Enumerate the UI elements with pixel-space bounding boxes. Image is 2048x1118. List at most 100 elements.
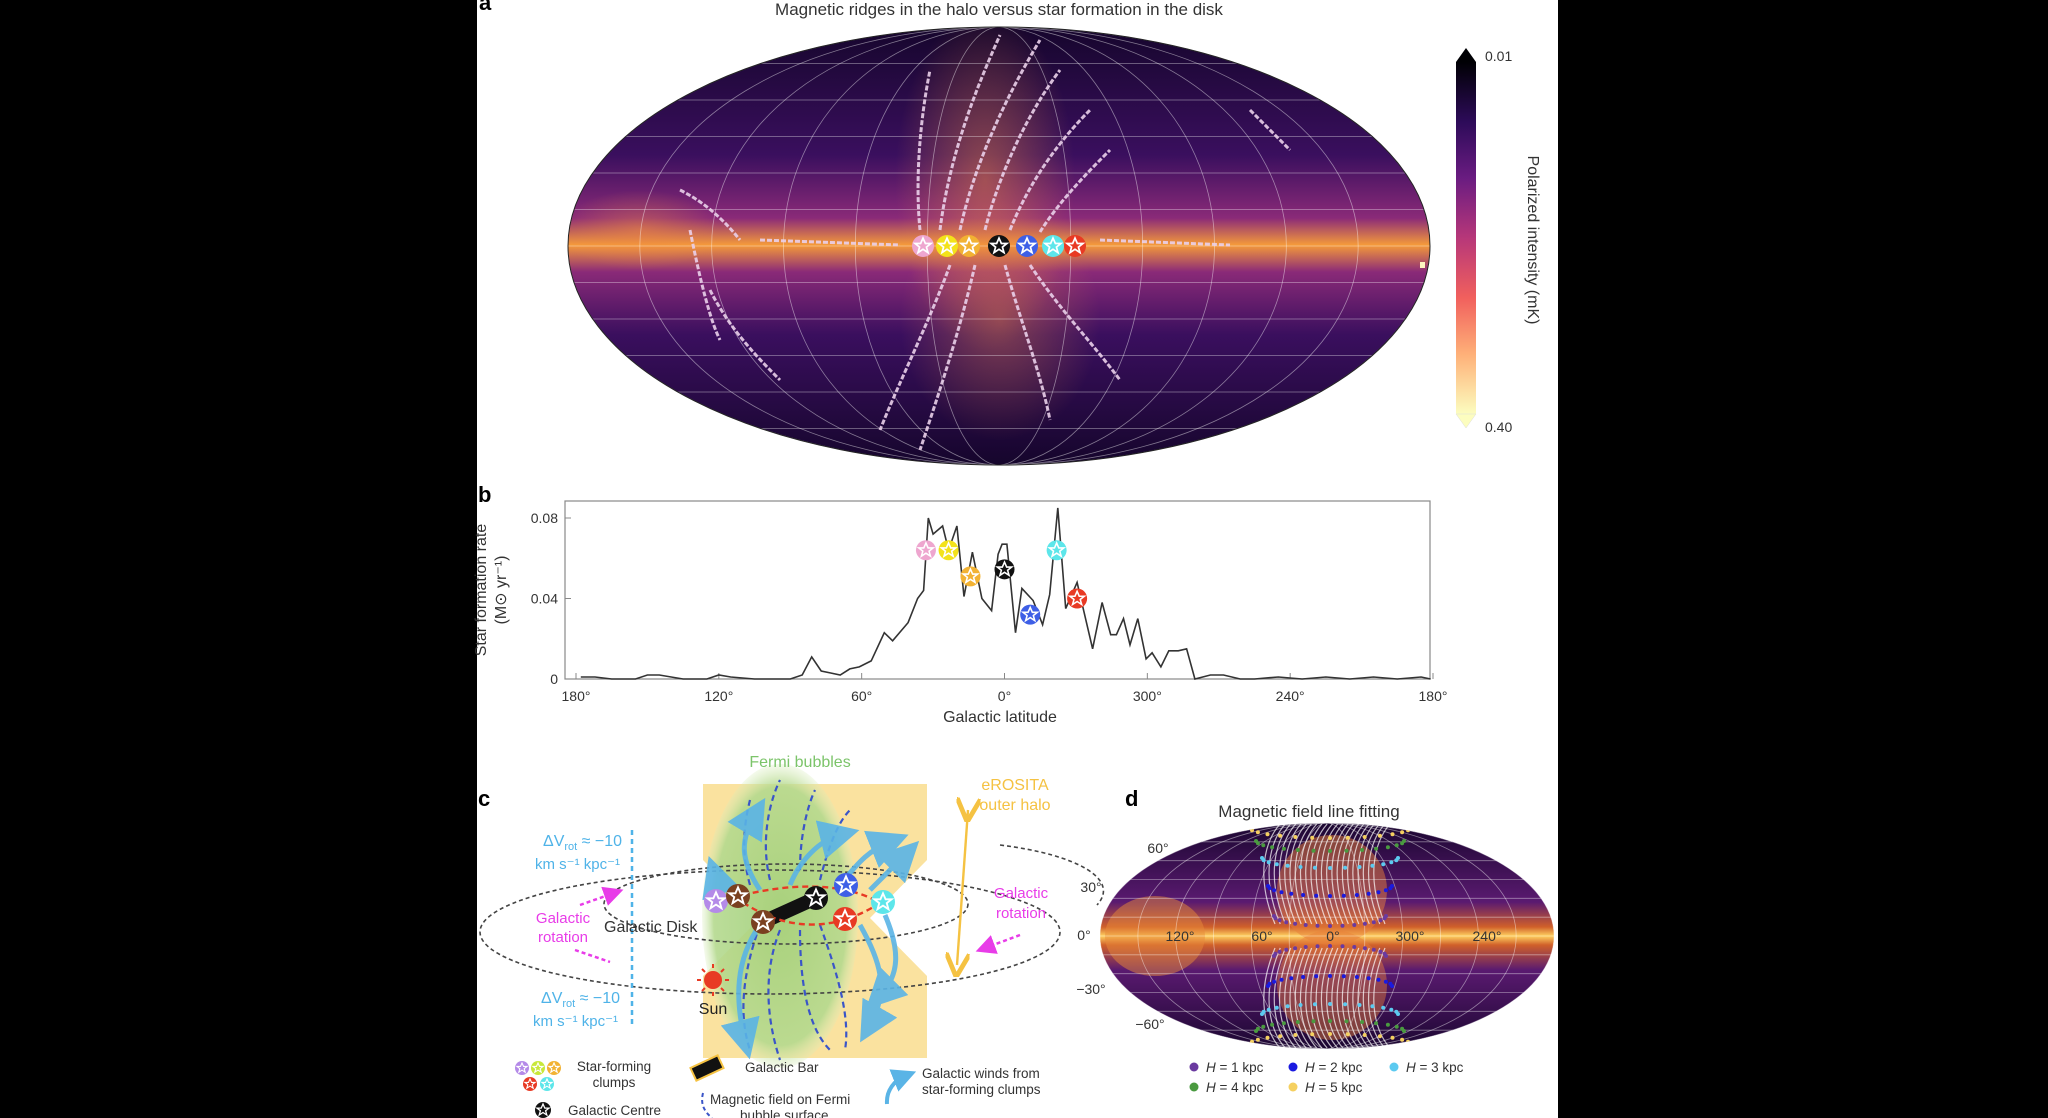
field-line [1373,823,1391,925]
field-point [1400,1037,1405,1042]
legend-item: H = 2 kpc [1288,1060,1363,1075]
field-line [1294,823,1312,925]
field-point [1266,1007,1271,1012]
erosita-label-line2: outer halo [979,797,1050,814]
legend-clumps-line2: clumps [593,1075,636,1090]
lon-label-60: 60° [1251,928,1272,944]
field-line [1289,947,1307,1049]
y-tick-label: 0 [550,671,558,687]
field-point [1377,1034,1382,1039]
panel-d-title: Magnetic field line fitting [1218,802,1399,821]
field-point [1281,1021,1286,1026]
field-point [1396,1012,1400,1016]
field-point [1293,835,1298,839]
field-line [1368,947,1386,1049]
field-point [1272,979,1277,984]
field-line [1347,947,1365,1049]
field-point [1277,918,1282,923]
legend-clumps-icon [515,1061,561,1091]
field-point [1281,846,1286,851]
field-point [1285,1004,1290,1009]
panel-c: c Fermi bubbles ΔVrot ≈ −10 km s⁻¹ kpc⁻¹… [478,754,1105,1118]
x-tick-label: 180° [1419,688,1448,704]
field-point [1385,845,1390,850]
field-line [1294,947,1312,1049]
x-tick-label: 0° [998,688,1011,704]
y-axis-unit: (M⊙ yr⁻¹) [493,556,510,625]
field-point [1272,888,1277,893]
legend-item: H = 4 kpc [1189,1080,1264,1095]
field-point [1345,1032,1350,1037]
meridian-line [639,27,1359,465]
field-point [1301,893,1306,897]
meridian-line [1288,823,1366,1049]
legend-clump [540,1077,554,1091]
field-point [1389,1007,1394,1012]
field-point [1273,951,1278,956]
field-point [1354,893,1359,897]
dv-bottom-label: ΔVrot ≈ −10 [541,990,620,1010]
field-line [1357,947,1375,1049]
field-point [1394,1024,1399,1029]
field-point [1390,884,1394,888]
field-line [1341,823,1360,925]
magnetic-field-lines [742,779,851,1061]
field-line [1310,947,1328,1049]
field-line [1273,823,1291,925]
field-point [1270,845,1275,850]
field-point [1266,860,1271,865]
rotation-left-line2: rotation [538,929,588,946]
rotation-arrow-right [975,933,1021,954]
legend-galactic-bar: Galactic Bar [745,1060,819,1075]
field-line [1305,823,1323,925]
field-point [1328,866,1332,870]
sfr-clump-marker [1067,588,1088,609]
legend-label: H = 2 kpc [1305,1060,1363,1075]
field-point [1390,832,1395,837]
field-point [1328,944,1332,948]
field-line [1362,823,1380,925]
field-point [1370,863,1375,868]
legend-label: H = 1 kpc [1206,1060,1264,1075]
lon-label-0: 0° [1326,928,1339,944]
legend-dot-icon [1389,1062,1399,1072]
legend-clump [523,1077,537,1091]
field-line [1373,947,1391,1049]
meridian-line [1175,823,1479,1049]
field-line [1273,947,1291,1049]
panel-b: b 180° 120° 60° 0° 300° 240° 180°00.040.08 Sta… [473,482,1447,726]
sfr-clump-marker [1020,604,1041,625]
field-point [1279,890,1284,895]
diagram-clump [704,889,728,913]
clump-marker [1016,235,1038,257]
field-line [1278,947,1297,1049]
field-point [1371,920,1376,925]
field-point [1362,835,1367,839]
field-point [1384,914,1388,918]
panel-d-legend: H = 1 kpc H = 2 kpc H = 3 kpc H = 4 kpc H = … [1189,1060,1464,1095]
chart-axes: 180° 120° 60° 0° 300° 240° 180°00.040.08 [531,510,1448,704]
field-point [1408,826,1412,830]
legend-clump [531,1061,545,1075]
field-point [1298,865,1303,869]
panel-d-label: d [1125,786,1138,811]
field-line [1310,823,1328,925]
meridian-line [711,27,1287,465]
field-point [1293,1033,1298,1037]
lat-label-30: 30° [1080,879,1101,895]
field-line [1299,823,1318,925]
lat-label-minus30: −30° [1076,981,1105,997]
field-point [1376,977,1381,982]
field-point [1381,862,1386,867]
field-point [1328,924,1332,928]
field-point [1274,862,1279,867]
erosita-label-line1: eROSITA [981,777,1049,794]
meridian-line [1213,823,1441,1049]
field-point [1328,1032,1332,1036]
field-point [1371,947,1376,952]
field-point [1408,1042,1412,1046]
field-point [1298,1003,1303,1007]
colorbar-label: Polarized intensity (mK) [1524,156,1541,325]
field-point [1354,975,1359,979]
